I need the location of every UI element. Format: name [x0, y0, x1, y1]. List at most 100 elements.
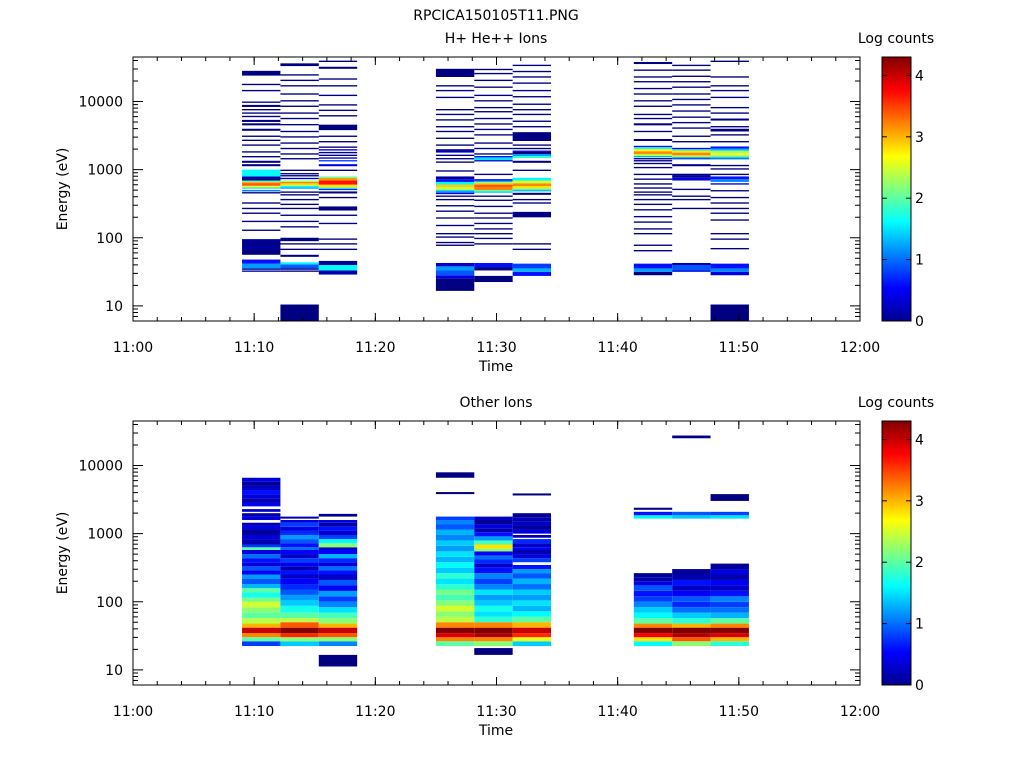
heatmap-cell — [672, 127, 711, 129]
heatmap-cell — [710, 96, 749, 99]
heatmap-cell — [280, 248, 319, 251]
heatmap-cell — [474, 153, 513, 155]
heatmap-cell — [474, 94, 513, 97]
heatmap-cell — [710, 219, 749, 221]
heatmap-cell — [474, 589, 513, 595]
heatmap-cell — [474, 622, 513, 628]
heatmap-cell — [512, 120, 552, 122]
heatmap-cell — [280, 100, 319, 102]
heatmap-cell — [672, 104, 711, 106]
heatmap-cell — [435, 594, 475, 601]
heatmap-cell — [474, 540, 513, 545]
heatmap-cell — [242, 268, 281, 270]
heatmap-cell — [633, 178, 673, 180]
heatmap-cell — [512, 622, 552, 628]
heatmap-cell — [633, 153, 673, 156]
heatmap-cell — [280, 612, 319, 619]
heatmap-cell — [318, 558, 358, 563]
heatmap-cell — [435, 144, 475, 146]
heatmap-cell — [318, 596, 358, 602]
heatmap-cell — [633, 156, 673, 158]
heatmap-cell — [242, 477, 281, 482]
colorbar-ticks: 0 1 2 3 4 — [882, 68, 924, 330]
heatmap-cell — [435, 232, 475, 235]
heatmap-cell — [435, 551, 475, 557]
heatmap-cell — [672, 149, 711, 151]
heatmap-cell — [710, 304, 749, 321]
heatmap-cell — [242, 516, 281, 521]
y-tick-label: 100 — [96, 595, 123, 611]
heatmap-cell — [318, 78, 358, 80]
heatmap-cell — [280, 153, 319, 155]
heatmap-cell — [672, 607, 711, 613]
heatmap-cell — [672, 207, 711, 210]
heatmap-cell — [280, 547, 319, 550]
heatmap-cell — [672, 152, 711, 156]
heatmap-cell — [242, 544, 281, 548]
heatmap-cell — [672, 188, 711, 191]
heatmap-cell — [280, 169, 319, 171]
heatmap-cell — [672, 64, 711, 67]
heatmap-cell — [318, 60, 358, 62]
heatmap-cell — [242, 169, 281, 177]
heatmap-cell — [710, 569, 749, 575]
heatmap-cell — [280, 79, 319, 82]
heatmap-cell — [633, 194, 673, 196]
heatmap-cell — [710, 515, 749, 519]
heatmap-cell — [242, 584, 281, 589]
heatmap-cell — [474, 267, 513, 271]
heatmap-cell — [242, 187, 281, 189]
heatmap-cell — [710, 511, 749, 516]
heatmap-cell — [280, 558, 319, 563]
heatmap-cell — [633, 162, 673, 165]
heatmap-cell — [474, 573, 513, 579]
heatmap-cell — [672, 601, 711, 608]
heatmap-cell — [474, 528, 513, 533]
heatmap-cell — [512, 151, 552, 154]
heatmap-cell — [710, 118, 749, 121]
heatmap-cell — [318, 590, 358, 597]
heatmap-cell — [710, 76, 749, 78]
heatmap-cell — [242, 115, 281, 118]
heatmap-cell — [280, 633, 319, 638]
heatmap-cell — [318, 238, 358, 240]
heatmap-cell — [318, 85, 358, 87]
heatmap-cell — [474, 567, 513, 574]
heatmap-cell — [280, 270, 319, 272]
heatmap-cell — [242, 156, 281, 158]
heatmap-cell — [512, 190, 552, 192]
x-tick-label: 11:00 — [113, 704, 153, 720]
heatmap-cell — [318, 94, 358, 97]
heatmap-cell — [672, 435, 711, 439]
heatmap-cell — [435, 205, 475, 207]
heatmap-cell — [280, 627, 319, 634]
heatmap-cell — [672, 585, 711, 591]
heatmap-cell — [242, 578, 281, 585]
heatmap-cell — [710, 579, 749, 586]
heatmap-cell — [474, 173, 513, 176]
x-tick-label: 11:20 — [355, 704, 395, 720]
heatmap-cell — [435, 154, 475, 156]
heatmap-cell — [280, 226, 319, 228]
heatmap-cell — [474, 605, 513, 612]
y-tick-label: 10000 — [78, 95, 123, 111]
heatmap-cell — [633, 138, 673, 142]
heatmap-cell — [318, 115, 358, 117]
heatmap-cell — [435, 224, 475, 227]
heatmap-cell — [474, 199, 513, 201]
heatmap-cell — [512, 594, 552, 601]
x-tick-label: 12:00 — [840, 704, 880, 720]
x-tick-label: 12:00 — [840, 340, 880, 356]
heatmap-cell — [318, 206, 358, 211]
heatmap-cell — [318, 187, 358, 189]
heatmap-cell — [318, 196, 358, 199]
heatmap-cell — [512, 547, 552, 550]
heatmap-cell — [242, 179, 281, 182]
heatmap-cell — [474, 551, 513, 556]
heatmap-cell — [280, 543, 319, 548]
panel-other-ions: Other Ions Log counts 11:00 11:10 11:20 11:… — [55, 395, 934, 739]
heatmap-cell — [280, 641, 319, 647]
heatmap-cell — [318, 530, 358, 535]
heatmap-cell — [633, 76, 673, 78]
heatmap-cell — [435, 524, 475, 530]
